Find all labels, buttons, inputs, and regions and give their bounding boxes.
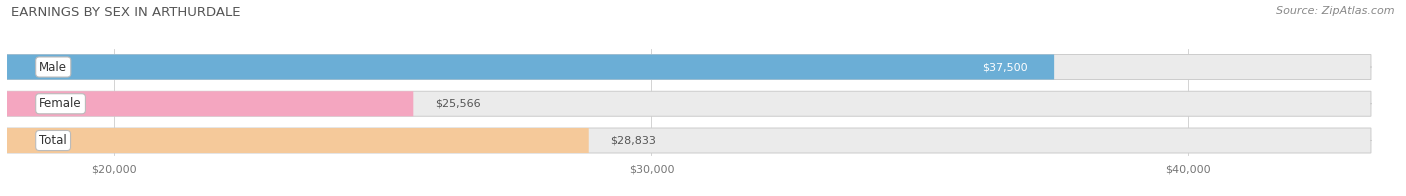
Text: $37,500: $37,500 [981, 62, 1028, 72]
FancyBboxPatch shape [7, 54, 1054, 80]
Text: $25,566: $25,566 [434, 99, 481, 109]
Text: Total: Total [39, 134, 67, 147]
FancyBboxPatch shape [7, 128, 1371, 153]
Text: Source: ZipAtlas.com: Source: ZipAtlas.com [1277, 6, 1395, 16]
FancyBboxPatch shape [7, 128, 589, 153]
Text: EARNINGS BY SEX IN ARTHURDALE: EARNINGS BY SEX IN ARTHURDALE [11, 6, 240, 19]
Text: Female: Female [39, 97, 82, 110]
Text: Male: Male [39, 61, 67, 74]
FancyBboxPatch shape [7, 91, 413, 116]
Text: $28,833: $28,833 [610, 135, 657, 145]
FancyBboxPatch shape [7, 91, 1371, 116]
FancyBboxPatch shape [7, 54, 1371, 80]
